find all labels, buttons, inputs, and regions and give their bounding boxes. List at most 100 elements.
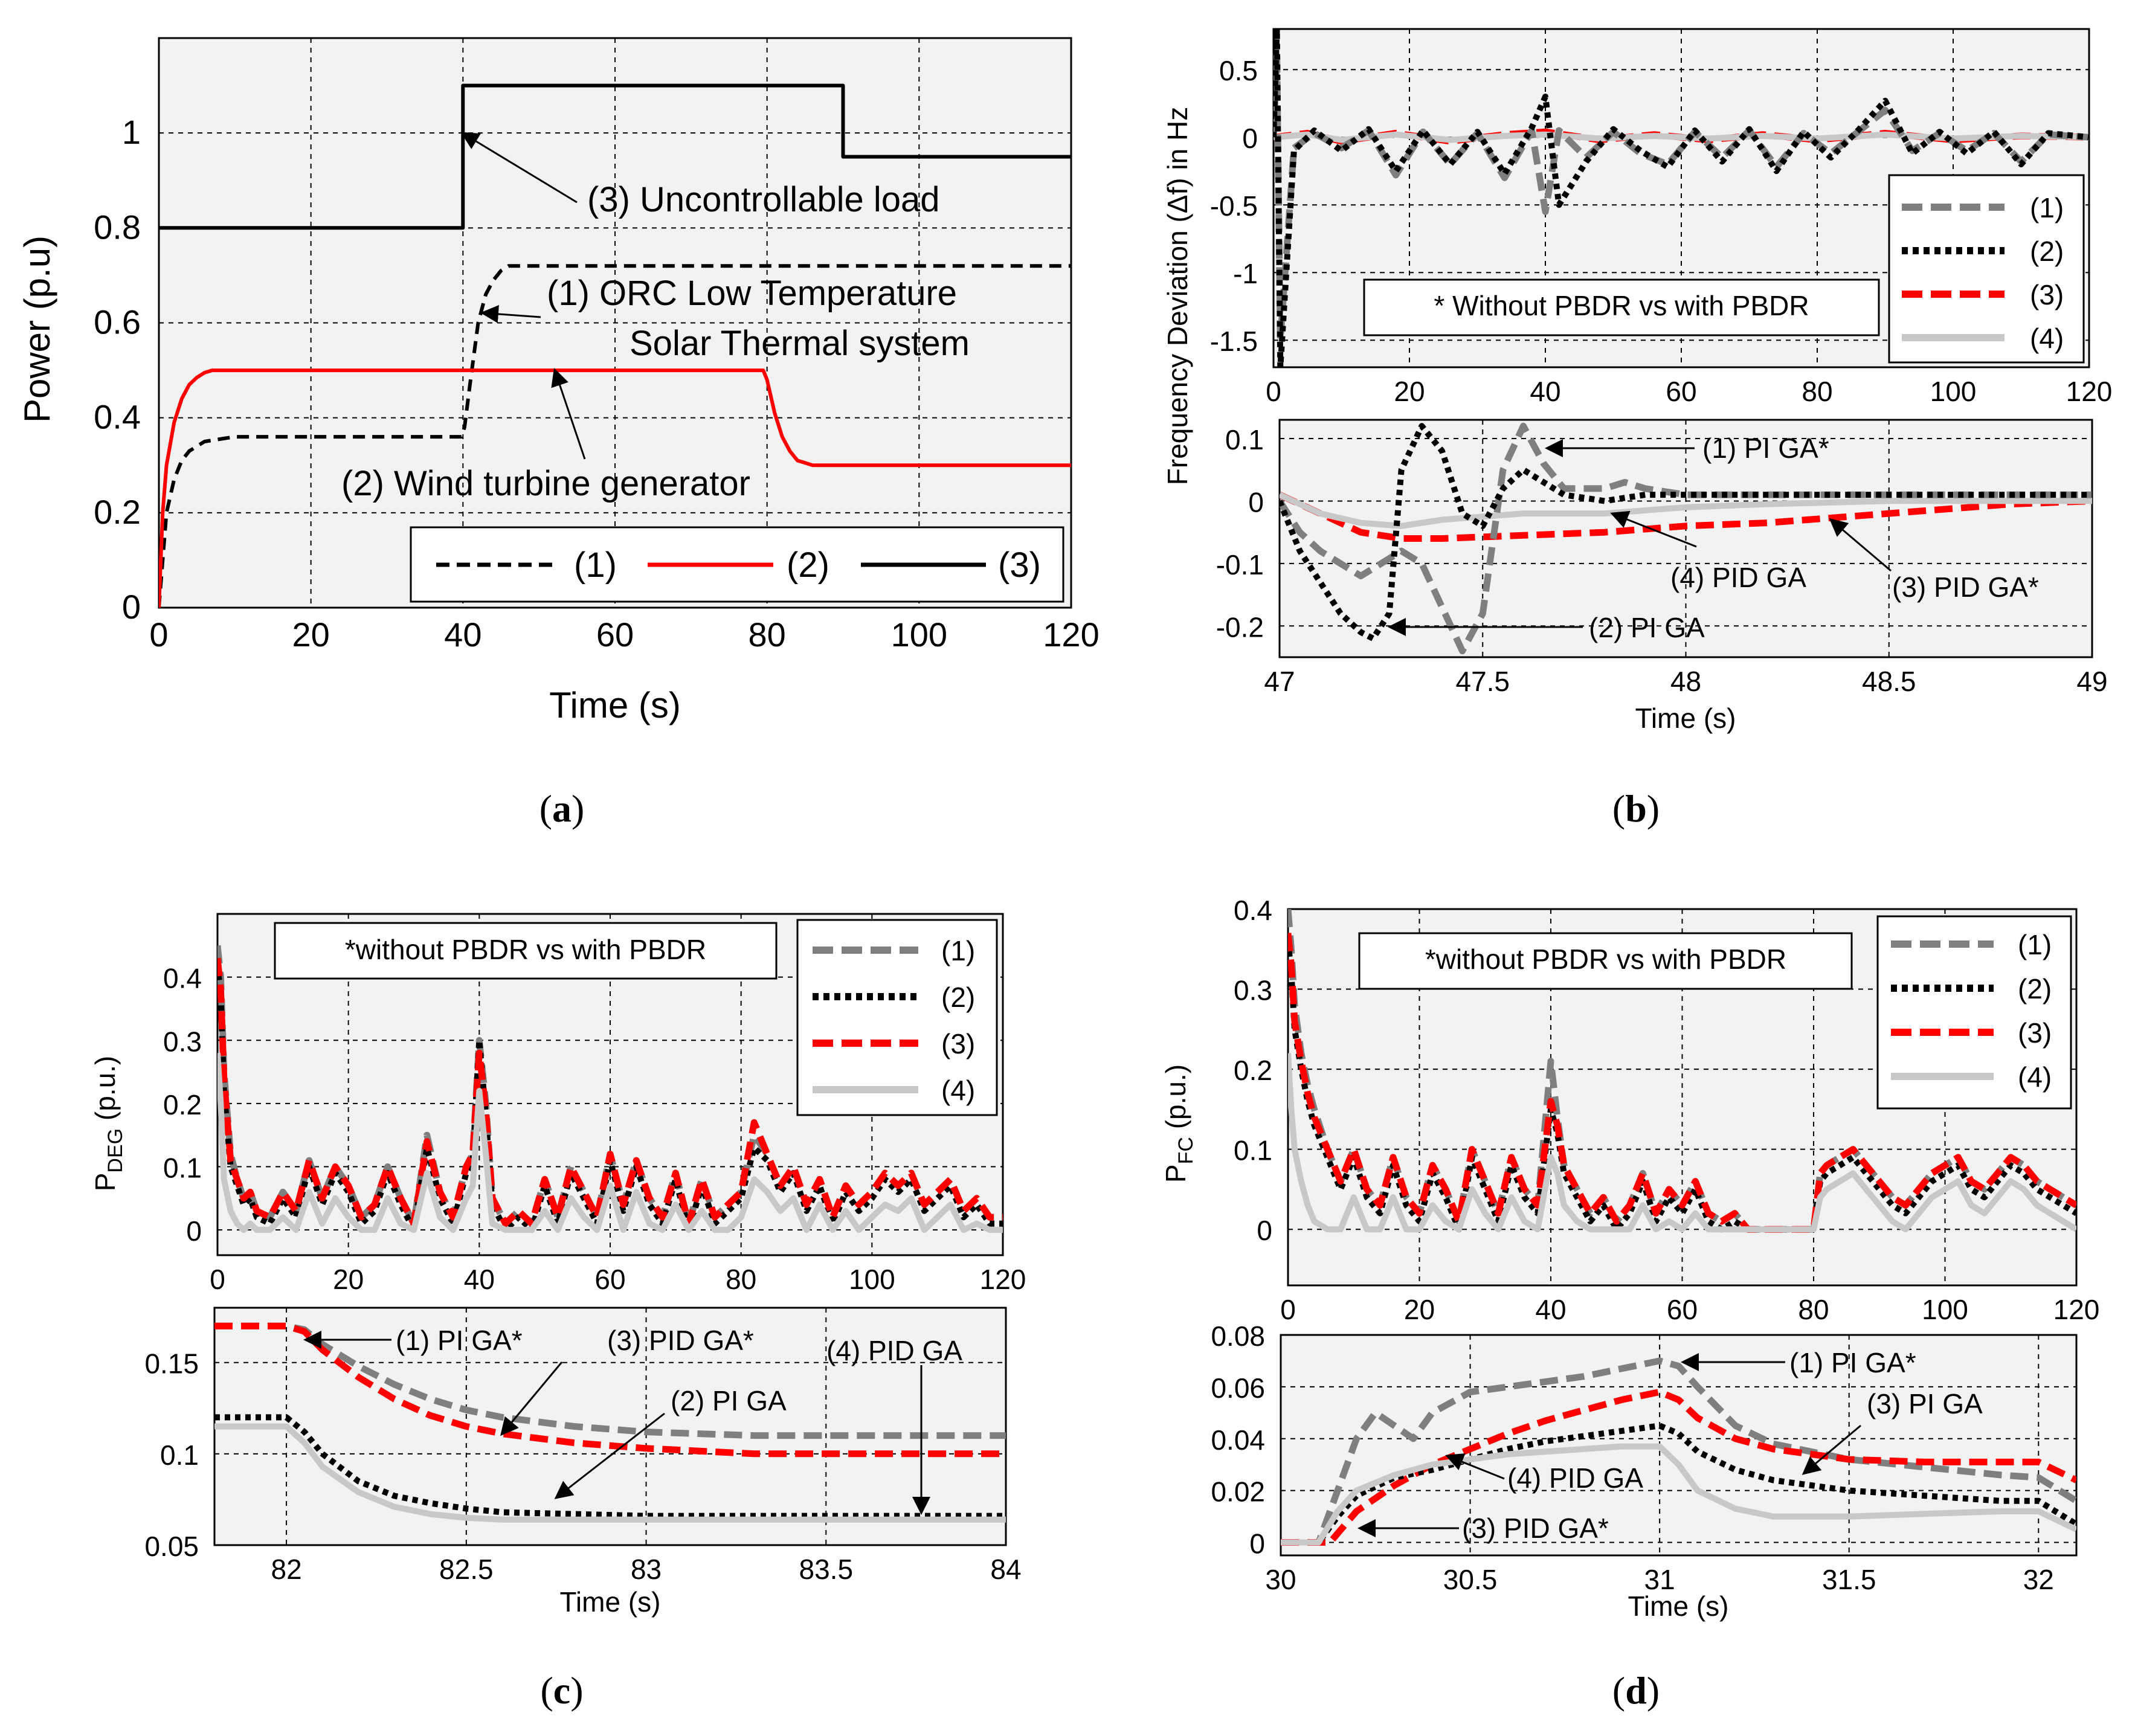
y-tick-labels: 0.15 0.1 0.05 <box>144 1348 199 1562</box>
series-line-3 <box>159 83 1071 230</box>
y-axis-label-unit: (p.u.) <box>89 1056 121 1128</box>
y-tick-label: 0.02 <box>1211 1476 1265 1508</box>
y-tick-label: 0.2 <box>163 1089 202 1120</box>
x-tick-label: 120 <box>2053 1294 2100 1325</box>
annotation-uncontrollable-load: (3) Uncontrollable load <box>587 180 940 219</box>
x-tick-labels: 0 20 40 60 80 100 120 <box>149 616 1099 654</box>
series-group <box>1280 422 2092 655</box>
annotation-wind-turbine: (2) Wind turbine generator <box>341 464 750 503</box>
legend-label-4: (4) <box>941 1075 975 1106</box>
annotation-arrow <box>480 304 541 323</box>
y-tick-label: 1 <box>122 113 141 151</box>
y-tick-labels: 0 0.2 0.4 0.6 0.8 1 <box>94 113 141 626</box>
x-tick-label: 20 <box>292 616 330 654</box>
legend-label-2: (2) <box>2030 236 2064 267</box>
series-line-3 <box>217 957 1003 1227</box>
annotation-box-rect <box>1358 932 1853 990</box>
y-tick-label: 0.3 <box>1234 975 1272 1006</box>
x-tick-label: 30 <box>1265 1564 1296 1595</box>
y-tick-label: 0.1 <box>163 1153 202 1184</box>
y-tick-label: 0.2 <box>94 493 141 531</box>
y-axis-label-unit: (p.u.) <box>1160 1064 1191 1137</box>
y-tick-label: 0.5 <box>1219 55 1258 86</box>
x-tick-labels: 0 20 40 60 80 100 120 <box>210 1264 1026 1295</box>
grid <box>1281 1335 2076 1555</box>
legend-label-3: (3) <box>941 1028 975 1059</box>
annotation-pid-ga: (4) PID GA <box>1507 1462 1643 1494</box>
plot-area <box>213 1307 1007 1546</box>
series-line-4 <box>1274 131 2089 143</box>
grid <box>214 1308 1006 1545</box>
caption-d: (d) <box>1612 1669 1660 1712</box>
x-tick-label: 49 <box>2076 666 2107 697</box>
series-line-3 <box>1288 933 2076 1233</box>
y-axis-label: Frequency Deviation (Δf) in Hz <box>1162 107 1193 485</box>
annotation-pid-ga-star: (3) PID GA* <box>1892 571 2039 603</box>
x-tick-label: 32 <box>2023 1564 2054 1595</box>
y-tick-label: 0.1 <box>1225 424 1264 455</box>
y-tick-label: -0.1 <box>1216 549 1264 580</box>
x-tick-label: 20 <box>1394 376 1425 407</box>
y-tick-label: -1 <box>1233 258 1258 289</box>
y-tick-label: 0.4 <box>163 963 202 994</box>
x-tick-label: 40 <box>1530 376 1560 407</box>
y-axis-label-sub: FC <box>1174 1137 1197 1164</box>
caption-c: (c) <box>540 1669 583 1712</box>
x-axis-label: Time (s) <box>560 1586 661 1618</box>
panel-c-bottom: 82 82.5 83 83.5 84 0.15 0.1 0.05 Time (s) (1) … <box>144 1307 1022 1712</box>
caption-a: (a) <box>539 787 585 830</box>
annotation-arrow <box>460 132 578 204</box>
annotation-box-rect <box>274 922 778 980</box>
panel-b-top: 0 20 40 60 80 100 120 0.5 0 -0.5 -1 -1.5 * Without… <box>1162 28 2113 485</box>
x-tick-labels: 82 82.5 83 83.5 84 <box>271 1554 1022 1585</box>
x-tick-label: 20 <box>1404 1294 1435 1325</box>
x-tick-label: 84 <box>990 1554 1021 1585</box>
y-axis-label: PFC (p.u.) <box>1160 1064 1197 1183</box>
series-group <box>1274 29 2089 367</box>
y-tick-label: 0.06 <box>1211 1372 1265 1404</box>
annotation-pi-ga-star: (1) PI GA* <box>1789 1347 1916 1378</box>
y-axis-label-main: P <box>1160 1164 1191 1183</box>
y-tick-labels: 0.08 0.06 0.04 0.02 0 <box>1211 1320 1265 1560</box>
annotation-pi-ga: (3) PI GA <box>1867 1388 1983 1419</box>
series-line-4 <box>1281 1443 2076 1546</box>
annotation-pi-ga: (2) PI GA <box>671 1385 787 1416</box>
y-tick-label: 0.05 <box>144 1531 199 1562</box>
x-tick-label: 83 <box>631 1554 662 1585</box>
series-group <box>159 83 1071 608</box>
series-line-4 <box>1280 492 2092 529</box>
x-tick-labels: 30 30.5 31 31.5 32 <box>1265 1564 2053 1595</box>
series-line-1 <box>159 264 1071 608</box>
x-tick-label: 82.5 <box>439 1554 494 1585</box>
series-group <box>217 945 1003 1233</box>
y-tick-label: 0.2 <box>1234 1055 1272 1086</box>
y-tick-label: -0.2 <box>1216 611 1264 643</box>
x-tick-label: 0 <box>210 1264 225 1295</box>
x-tick-label: 100 <box>1930 376 1977 407</box>
legend-label-2: (2) <box>941 982 975 1013</box>
y-axis-label: PDEG (p.u.) <box>89 1056 127 1192</box>
x-tick-label: 120 <box>2066 376 2113 407</box>
series-line-4 <box>1288 1053 2076 1233</box>
legend-label-3: (3) <box>2030 279 2064 310</box>
x-tick-labels: 47 47.5 48 48.5 49 <box>1264 666 2107 697</box>
legend-label-2: (2) <box>787 545 829 585</box>
x-tick-label: 48.5 <box>1862 666 1916 697</box>
legend-label-4: (4) <box>2018 1061 2052 1093</box>
legend-label-1: (1) <box>2030 192 2064 223</box>
x-tick-label: 47.5 <box>1455 666 1510 697</box>
x-tick-label: 60 <box>596 616 634 654</box>
y-tick-labels: 0.5 0 -0.5 -1 -1.5 <box>1210 55 1258 357</box>
y-axis-label-main: P <box>89 1173 121 1192</box>
annotation-orc: (1) ORC Low Temperature <box>547 274 957 313</box>
annotation-pi-ga: (2) PI GA <box>1589 612 1705 643</box>
annotation-arrow <box>1445 1453 1505 1480</box>
y-tick-label: 0 <box>186 1215 202 1247</box>
x-axis-label: Time (s) <box>1628 1590 1729 1622</box>
y-tick-label: 0 <box>1248 486 1264 518</box>
annotation-pid-ga: (4) PID GA <box>1670 562 1806 593</box>
x-tick-label: 31 <box>1644 1564 1675 1595</box>
annotation-arrow <box>1829 518 1892 572</box>
annotation-box-rect <box>1363 278 1880 336</box>
annotation-box: *without PBDR vs with PBDR <box>1358 932 1853 990</box>
